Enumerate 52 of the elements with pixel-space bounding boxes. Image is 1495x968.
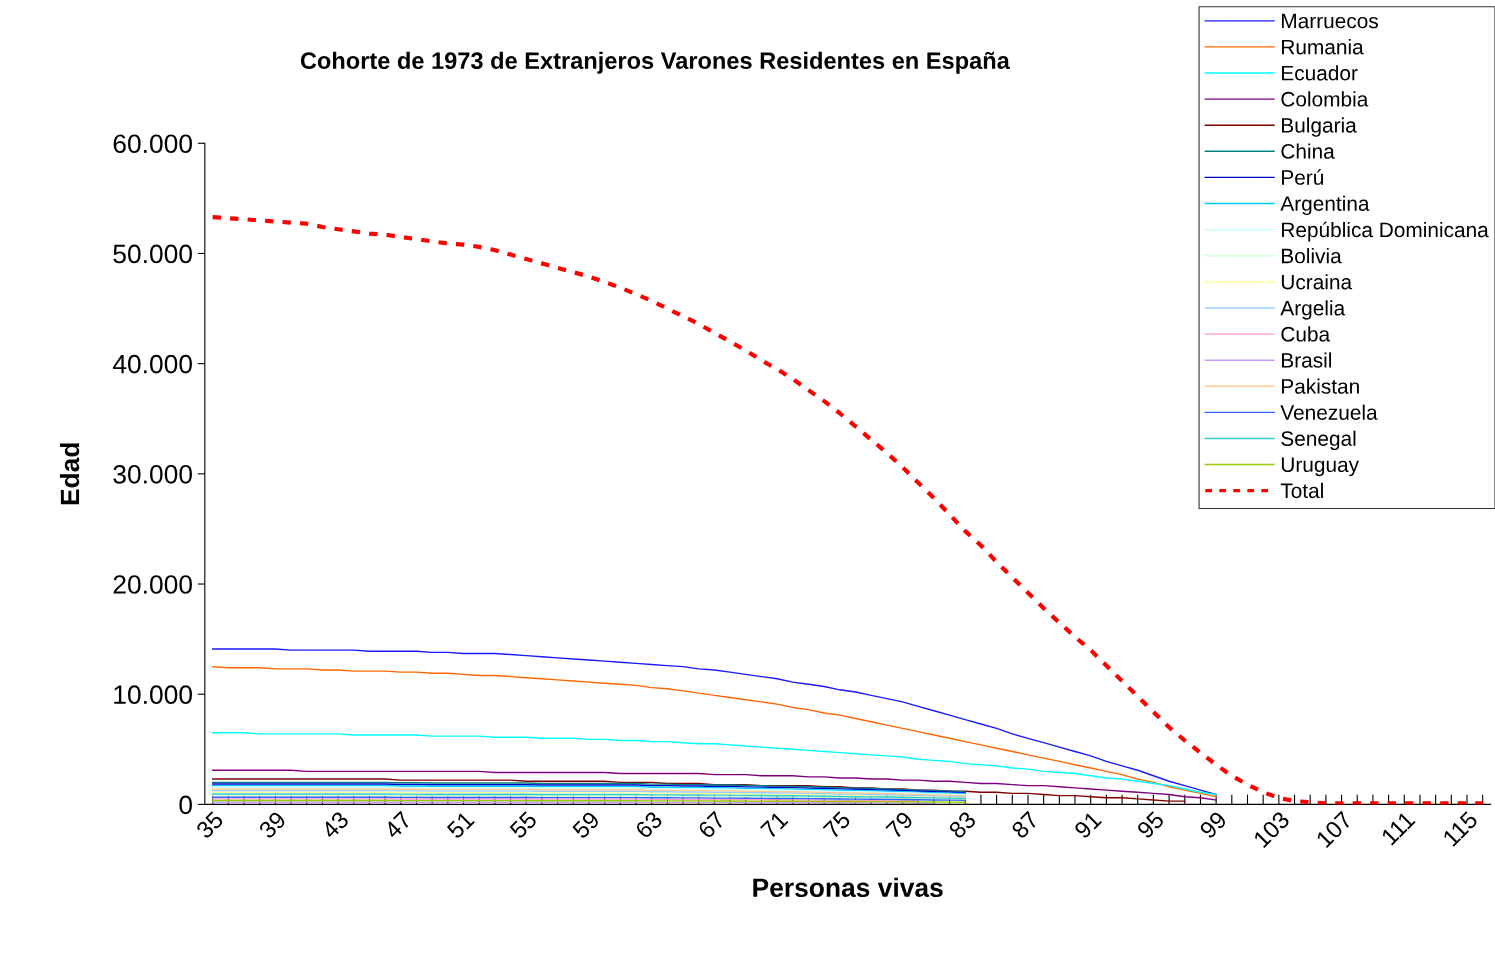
legend-label: Venezuela: [1280, 404, 1378, 420]
x-tick-label: 39: [257, 810, 287, 840]
x-tick-label: 51: [446, 810, 475, 840]
y-tick-label: 60.000: [113, 134, 192, 154]
x-tick-label: 55: [508, 810, 538, 840]
y-tick-label: 20.000: [113, 575, 192, 594]
legend-label: Total: [1280, 482, 1323, 499]
x-tick-label: 47: [383, 810, 413, 840]
legend-label: Bolivia: [1282, 248, 1342, 264]
legend-label: Perú: [1282, 169, 1323, 185]
y-tick-label: 50.000: [113, 244, 192, 264]
legend-label: Ecuador: [1282, 65, 1358, 81]
legend-label: Bulgaria: [1282, 117, 1357, 137]
x-tick-label: 71: [760, 810, 789, 840]
legend-label: Cuba: [1281, 326, 1331, 342]
x-tick-label: 79: [885, 810, 915, 840]
legend-label: Uruguay: [1281, 457, 1360, 477]
y-tick-label: 10.000: [114, 685, 192, 705]
y-tick-label: 30.000: [113, 464, 192, 484]
chart-title: Cohorte de 1973 de Extranjeros Varones Residentes en España: [300, 51, 1010, 74]
legend-label: República Dominicana: [1282, 221, 1489, 242]
x-tick-label: 87: [1010, 810, 1040, 840]
x-tick-label: 103: [1252, 810, 1291, 849]
legend-label: Senegal: [1281, 430, 1356, 451]
x-tick-label: 59: [571, 810, 601, 840]
legend-label: Marruecos: [1282, 13, 1378, 29]
x-tick-label: 91: [1073, 810, 1103, 840]
legend-label: Brasil: [1282, 352, 1332, 368]
x-tick-label: 115: [1442, 810, 1479, 847]
x-tick-label: 35: [195, 810, 225, 840]
x-tick-label: 75: [822, 810, 852, 840]
x-tick-label: 111: [1380, 810, 1416, 846]
legend-label: Pakistan: [1282, 378, 1359, 394]
legend-label: China: [1281, 143, 1335, 159]
legend-label: Ucraina: [1281, 274, 1353, 290]
legend-label: Rumania: [1282, 39, 1364, 55]
legend-label: Colombia: [1281, 91, 1369, 107]
x-tick-label: 83: [947, 810, 977, 840]
x-tick-label: 63: [634, 810, 664, 840]
x-axis-title: Personas vivas: [753, 877, 943, 898]
line-series: [211, 732, 1217, 796]
x-tick-label: 67: [697, 810, 726, 840]
y-axis-title: Edad: [59, 443, 80, 505]
y-tick-label: 0: [179, 795, 192, 815]
x-tick-label: 99: [1198, 810, 1228, 840]
y-tick-label: 40.000: [112, 354, 192, 374]
legend-label: Argelia: [1280, 300, 1346, 320]
line-series: [211, 769, 1217, 801]
x-tick-label: 95: [1136, 810, 1165, 840]
x-tick-label: 107: [1315, 810, 1353, 849]
legend-label: Argentina: [1280, 195, 1370, 216]
x-tick-label: 43: [320, 810, 350, 840]
